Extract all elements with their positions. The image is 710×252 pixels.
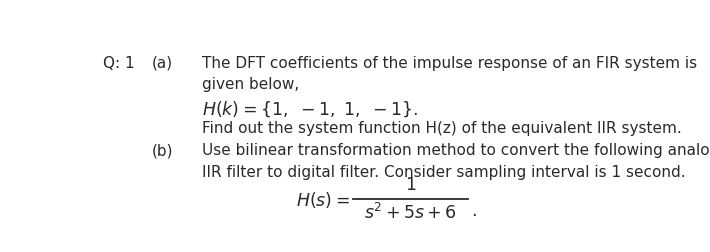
Text: IIR filter to digital filter. Consider sampling interval is 1 second.: IIR filter to digital filter. Consider s… xyxy=(202,165,685,179)
Text: The DFT coefficients of the impulse response of an FIR system is: The DFT coefficients of the impulse resp… xyxy=(202,55,697,70)
Text: $1$: $1$ xyxy=(405,176,416,194)
Text: $H(k) = \{1,\ -1,\ 1,\ -1\}.$: $H(k) = \{1,\ -1,\ 1,\ -1\}.$ xyxy=(202,99,417,118)
Text: .: . xyxy=(471,201,476,219)
Text: Q: 1: Q: 1 xyxy=(102,55,134,70)
Text: $s^2 + 5s + 6$: $s^2 + 5s + 6$ xyxy=(364,202,457,222)
Text: (a): (a) xyxy=(152,55,173,70)
Text: Use bilinear transformation method to convert the following analog: Use bilinear transformation method to co… xyxy=(202,143,710,158)
Text: Find out the system function H(z) of the equivalent IIR system.: Find out the system function H(z) of the… xyxy=(202,120,682,135)
Text: $H(s) =$: $H(s) =$ xyxy=(296,189,350,209)
Text: given below,: given below, xyxy=(202,77,299,92)
Text: (b): (b) xyxy=(152,143,173,158)
